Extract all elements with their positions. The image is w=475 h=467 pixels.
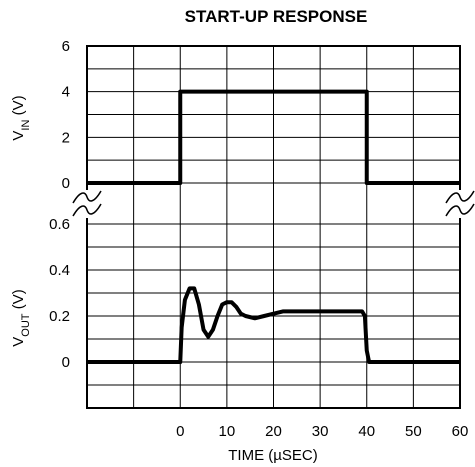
axis-break-icon [445,190,475,218]
traces [87,89,460,364]
break-wave [445,203,475,217]
x-tick-label: 40 [358,423,375,440]
y-tick-label: 0.2 [49,308,70,325]
y-tick-label: 0.4 [49,262,70,279]
y-axis-label-text: VIN (V) [10,95,32,140]
y-axis-label-text: VOUT (V) [10,289,32,346]
vout-trace [87,286,460,364]
x-axis-label: TIME (µSEC) [228,447,317,464]
break-wave [72,190,102,204]
x-tick-label: 20 [265,423,282,440]
y-tick-label: 6 [62,38,70,55]
vin-trace [87,89,460,185]
break-gap [446,190,474,218]
y-axis-label-vin: VIN (V) [10,95,32,140]
x-tick-label: 30 [312,423,329,440]
y-tick-label: 0 [62,354,70,371]
y-tick-label: 0 [62,175,70,192]
break-gap [73,190,101,218]
axis-break-marks [72,190,475,218]
chart-title: START-UP RESPONSE [185,7,368,26]
y-axis-label-vout: VOUT (V) [10,289,32,346]
y-tick-label: 0.6 [49,216,70,233]
break-wave [72,203,102,217]
x-tick-label: 10 [219,423,236,440]
y-tick-label: 4 [62,84,70,101]
x-tick-label: 0 [176,423,184,440]
axis-break-icon [72,190,102,218]
grid [86,45,461,409]
x-tick-label: 60 [452,423,469,440]
y-tick-label: 2 [62,129,70,146]
x-tick-label: 50 [405,423,422,440]
break-wave [445,190,475,204]
